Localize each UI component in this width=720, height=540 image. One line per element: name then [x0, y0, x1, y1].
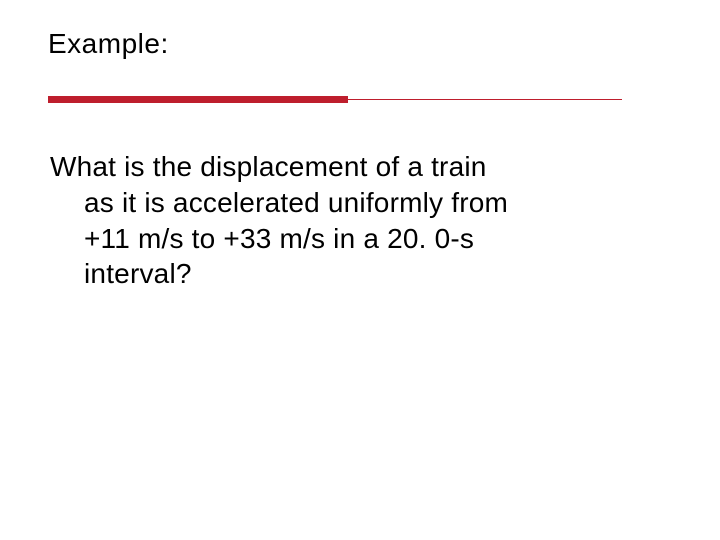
- slide: Example: What is the displacement of a t…: [0, 0, 720, 540]
- body-line-1: What is the displacement of a train: [50, 151, 487, 182]
- slide-body: What is the displacement of a train as i…: [48, 149, 658, 292]
- body-line-2: as it is accelerated uniformly from: [50, 185, 658, 221]
- body-line-3: +11 m/s to +33 m/s in a 20. 0-s: [50, 221, 658, 257]
- title-rule: [48, 96, 672, 103]
- body-line-4: interval?: [50, 256, 658, 292]
- slide-title: Example:: [48, 28, 672, 60]
- title-rule-thin: [48, 99, 622, 100]
